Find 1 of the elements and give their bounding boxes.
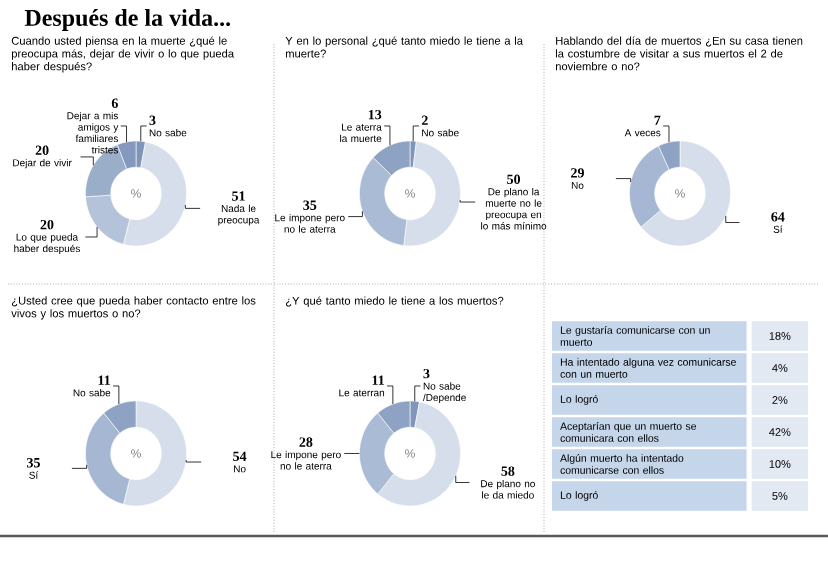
- chart-title: Después de la vida...: [24, 9, 231, 31]
